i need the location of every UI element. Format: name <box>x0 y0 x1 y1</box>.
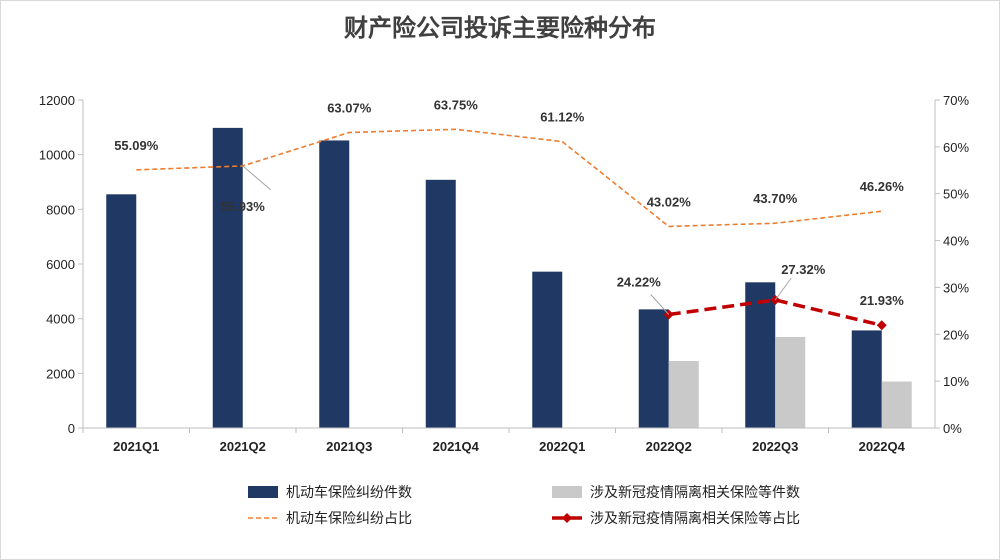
bar-motor-count <box>638 309 669 428</box>
line-layer <box>136 128 887 331</box>
data-label-motor-ratio: 46.26% <box>860 179 905 194</box>
x-tick-label: 2022Q1 <box>539 439 585 454</box>
right-tick-label: 40% <box>943 234 969 249</box>
x-tick-label: 2022Q2 <box>646 439 692 454</box>
left-tick-label: 2000 <box>46 366 75 381</box>
data-label-motor-ratio: 55.09% <box>114 138 159 153</box>
bar-motor-count <box>106 194 137 428</box>
marker-covid-ratio <box>876 320 887 331</box>
line-covid-ratio <box>668 298 883 327</box>
data-label-motor-ratio: 43.02% <box>647 194 692 209</box>
data-label-layer: 55.09% 55.93% 63.07% 63.75% 61.12% 43.02% 43.7… <box>114 97 905 315</box>
right-tick-label: 10% <box>943 374 969 389</box>
legend-swatch <box>552 486 582 498</box>
bar-motor-count <box>319 140 350 428</box>
legend-item: 涉及新冠疫情隔离相关保险等占比 <box>552 510 800 527</box>
axes-layer: 0 2000 4000 6000 8000 10000 12000 0% 10% 20% 30% 40… <box>39 93 970 454</box>
x-tick-label: 2021Q4 <box>433 439 480 454</box>
data-label-motor-ratio: 61.12% <box>540 110 585 125</box>
x-tick-label: 2021Q3 <box>326 439 372 454</box>
data-label-covid-ratio: 24.22% <box>617 275 662 290</box>
right-tick-label: 50% <box>943 187 969 202</box>
bar-layer <box>106 127 912 428</box>
bar-motor-count <box>532 271 563 428</box>
data-label-motor-ratio: 43.70% <box>753 191 798 206</box>
x-tick-label: 2021Q2 <box>220 439 266 454</box>
left-tick-label: 10000 <box>39 148 75 163</box>
bar-motor-count <box>745 282 776 428</box>
data-label-motor-ratio: 55.93% <box>221 199 266 214</box>
legend-item: 涉及新冠疫情隔离相关保险等件数 <box>552 484 800 501</box>
line-motor-ratio <box>136 128 882 228</box>
bar-covid-count <box>881 381 912 428</box>
bar-covid-count <box>668 361 699 428</box>
bar-motor-count <box>851 330 882 428</box>
chart-title: 财产险公司投诉主要险种分布 <box>344 13 656 42</box>
legend-label: 涉及新冠疫情隔离相关保险等件数 <box>590 484 800 501</box>
left-tick-label: 0 <box>68 421 75 436</box>
legend-item: 机动车保险纠纷占比 <box>248 510 412 527</box>
right-tick-label: 60% <box>943 140 969 155</box>
left-tick-label: 8000 <box>46 202 75 217</box>
label-leader-line <box>650 294 670 315</box>
x-tick-label: 2022Q4 <box>859 439 906 454</box>
x-tick-label: 2022Q3 <box>752 439 798 454</box>
legend-label: 涉及新冠疫情隔离相关保险等占比 <box>590 510 800 527</box>
right-tick-label: 0% <box>943 421 962 436</box>
x-tick-label: 2021Q1 <box>113 439 159 454</box>
legend-label: 机动车保险纠纷件数 <box>286 484 412 501</box>
right-tick-label: 20% <box>943 327 969 342</box>
data-label-motor-ratio: 63.75% <box>434 97 479 112</box>
label-leader-line <box>774 277 792 301</box>
legend-swatch <box>248 486 278 498</box>
legend-marker <box>562 513 572 523</box>
data-label-covid-ratio: 27.32% <box>781 262 826 277</box>
right-tick-label: 70% <box>943 93 969 108</box>
legend-label: 机动车保险纠纷占比 <box>286 510 412 527</box>
left-tick-label: 12000 <box>39 93 75 108</box>
left-tick-label: 6000 <box>46 257 75 272</box>
bar-motor-count <box>425 179 456 428</box>
data-label-covid-ratio: 21.93% <box>860 293 905 308</box>
bar-motor-count <box>212 127 243 428</box>
bar-covid-count <box>775 336 806 428</box>
legend-item: 机动车保险纠纷件数 <box>248 484 412 501</box>
right-tick-label: 30% <box>943 280 969 295</box>
data-label-motor-ratio: 63.07% <box>327 100 372 115</box>
label-leader-line <box>242 165 272 191</box>
left-tick-label: 4000 <box>46 312 75 327</box>
